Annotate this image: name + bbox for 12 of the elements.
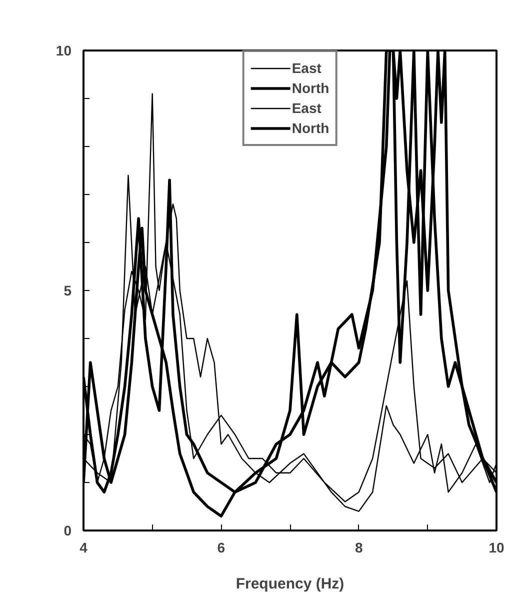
y-tick-label: 10 <box>56 42 72 58</box>
y-tick-label: 5 <box>64 282 72 298</box>
legend-label: East <box>292 100 322 116</box>
legend-label: North <box>292 120 330 136</box>
legend-label: North <box>292 80 330 96</box>
x-axis-title: Frequency (Hz) <box>236 576 344 592</box>
x-tick-label: 4 <box>80 540 88 556</box>
y-tick-label: 0 <box>64 522 72 538</box>
x-tick-label: 6 <box>217 540 226 556</box>
x-tick-label: 10 <box>488 540 504 556</box>
legend-label: East <box>292 60 322 76</box>
x-tick-label: 8 <box>354 540 363 556</box>
